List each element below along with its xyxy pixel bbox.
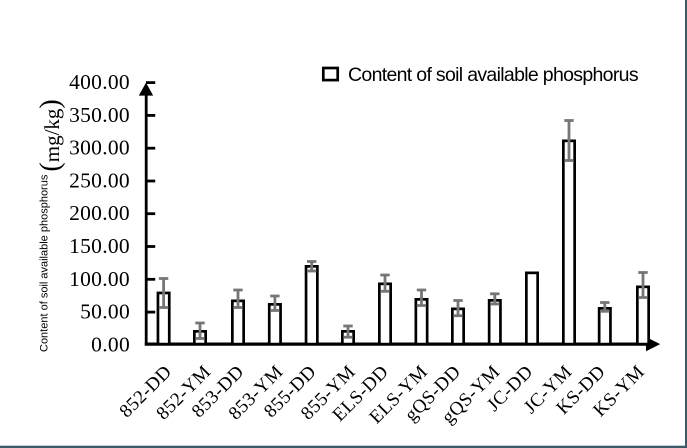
svg-text:400.00: 400.00	[69, 70, 130, 94]
svg-text:100.00: 100.00	[69, 267, 130, 291]
svg-text:Content of soil available phos: Content of soil available phosphorus	[348, 64, 639, 86]
svg-text:250.00: 250.00	[69, 169, 130, 193]
svg-text:300.00: 300.00	[69, 136, 130, 160]
svg-text:350.00: 350.00	[69, 103, 130, 127]
svg-text:150.00: 150.00	[69, 234, 130, 258]
svg-text:200.00: 200.00	[69, 201, 130, 225]
svg-text:50.00: 50.00	[80, 300, 130, 324]
svg-text:0.00: 0.00	[91, 332, 130, 356]
